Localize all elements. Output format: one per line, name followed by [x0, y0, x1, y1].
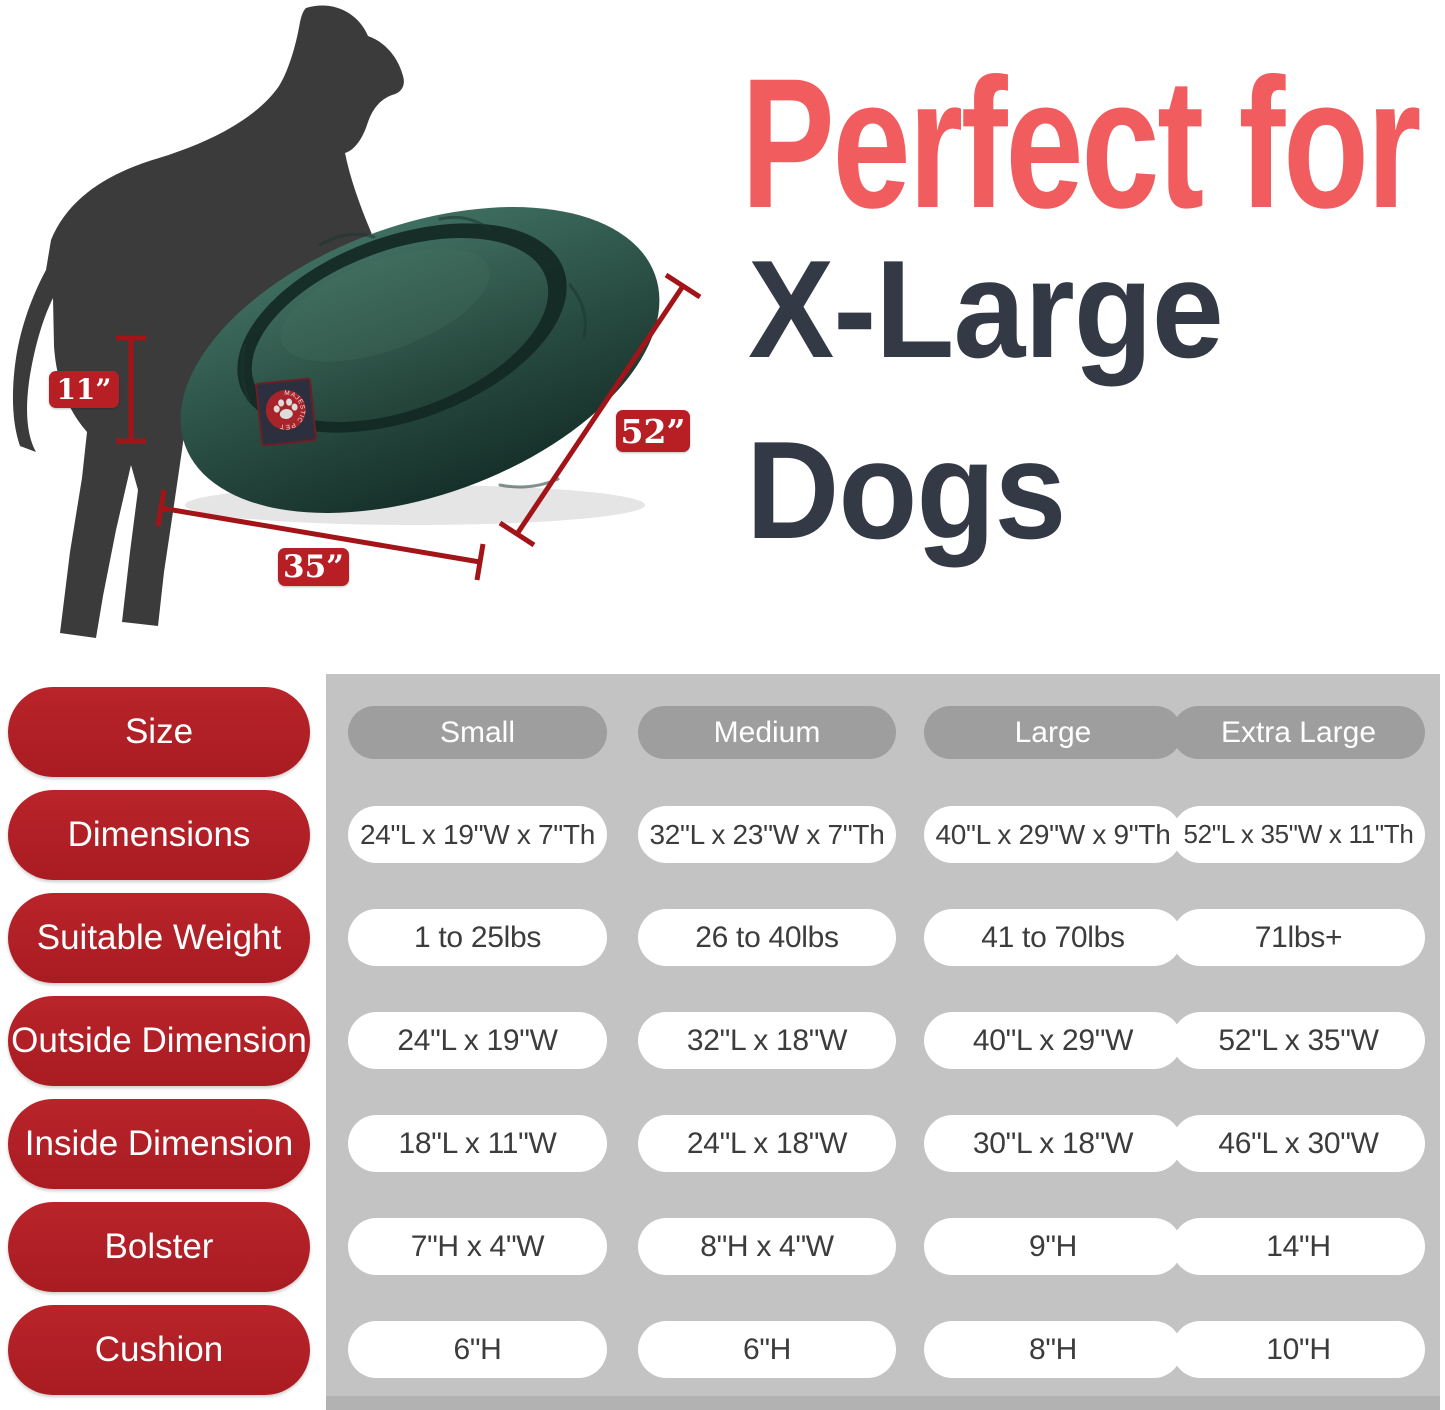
bed-cushion	[251, 238, 549, 422]
height-dimension-label: 11”	[49, 371, 119, 408]
cell-dimensions-medium: 32"L x 23"W x 7"Th	[638, 806, 896, 863]
brand-tag: MAJESTIC PET	[255, 377, 317, 447]
cell-inside-medium: 24"L x 18"W	[638, 1115, 896, 1172]
cell-cushion-medium: 6"H	[638, 1321, 896, 1378]
row-label-bolster: Bolster	[8, 1202, 310, 1292]
headline-line-3: Dogs	[746, 413, 1066, 568]
row-label-size: Size	[8, 687, 310, 777]
size-chart-bottom-edge	[326, 1396, 1440, 1410]
row-label-inside-dimension: Inside Dimension	[8, 1099, 310, 1189]
length-dimension-label: 52”	[616, 410, 690, 452]
headline-line-1: Perfect for	[741, 41, 1421, 247]
cell-cushion-small: 6"H	[348, 1321, 607, 1378]
column-header-medium: Medium	[638, 706, 896, 759]
width-dimension-label: 35”	[278, 548, 349, 586]
dog-bed-image: MAJESTIC PET	[180, 207, 660, 525]
row-label-cushion: Cushion	[8, 1305, 310, 1395]
cell-weight-small: 1 to 25lbs	[348, 909, 607, 966]
cell-outside-extra-large: 52"L x 35"W	[1172, 1012, 1425, 1069]
cell-bolster-small: 7"H x 4"W	[348, 1218, 607, 1275]
bed-cushion-highlight	[280, 248, 490, 362]
cell-outside-medium: 32"L x 18"W	[638, 1012, 896, 1069]
cell-bolster-large: 9"H	[924, 1218, 1182, 1275]
cell-inside-large: 30"L x 18"W	[924, 1115, 1182, 1172]
cell-bolster-medium: 8"H x 4"W	[638, 1218, 896, 1275]
column-header-extra-large: Extra Large	[1172, 706, 1425, 759]
row-label-dimensions: Dimensions	[8, 790, 310, 880]
cell-weight-large: 41 to 70lbs	[924, 909, 1182, 966]
column-header-large: Large	[924, 706, 1182, 759]
cell-dimensions-large: 40"L x 29"W x 9"Th	[924, 806, 1182, 863]
column-header-small: Small	[348, 706, 607, 759]
cell-cushion-large: 8"H	[924, 1321, 1182, 1378]
row-label-outside-dimension: Outside Dimension	[8, 996, 310, 1086]
paw-print-icon	[273, 398, 298, 420]
cell-inside-extra-large: 46"L x 30"W	[1172, 1115, 1425, 1172]
cell-outside-large: 40"L x 29"W	[924, 1012, 1182, 1069]
dog-silhouette	[12, 5, 404, 639]
hero-section: MAJESTIC PET 11” 52” 35” Perfect for	[0, 0, 1445, 674]
row-label-suitable-weight: Suitable Weight	[8, 893, 310, 983]
cell-dimensions-extra-large: 52"L x 35"W x 11"Th	[1172, 806, 1425, 863]
cell-bolster-extra-large: 14"H	[1172, 1218, 1425, 1275]
headline-line-2: X-Large	[748, 232, 1224, 387]
cell-cushion-extra-large: 10"H	[1172, 1321, 1425, 1378]
cell-inside-small: 18"L x 11"W	[348, 1115, 607, 1172]
cell-dimensions-small: 24"L x 19"W x 7"Th	[348, 806, 607, 863]
cell-outside-small: 24"L x 19"W	[348, 1012, 607, 1069]
cell-weight-medium: 26 to 40lbs	[638, 909, 896, 966]
cell-weight-extra-large: 71lbs+	[1172, 909, 1425, 966]
